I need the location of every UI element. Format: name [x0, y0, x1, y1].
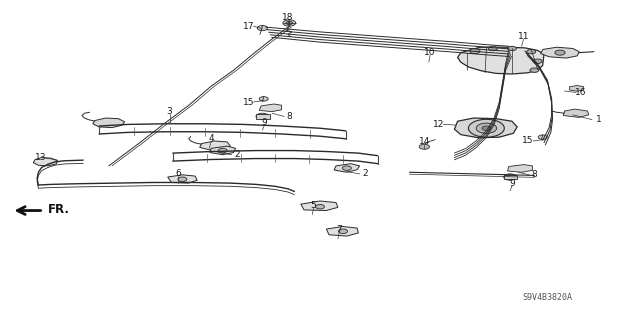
Text: 1: 1 [596, 115, 601, 124]
Text: 8: 8 [287, 112, 292, 121]
Polygon shape [200, 141, 230, 150]
Circle shape [527, 49, 536, 54]
Polygon shape [259, 104, 282, 112]
Circle shape [508, 46, 516, 51]
Text: 7: 7 [337, 225, 342, 234]
Text: 15: 15 [243, 98, 254, 107]
Polygon shape [33, 158, 58, 166]
Text: 16: 16 [575, 88, 587, 97]
Polygon shape [168, 175, 197, 183]
Text: 3: 3 [167, 107, 172, 116]
Text: FR.: FR. [48, 204, 70, 216]
Circle shape [339, 229, 348, 234]
Text: 8: 8 [532, 170, 537, 179]
Text: 10: 10 [424, 48, 436, 57]
Circle shape [482, 126, 491, 130]
Circle shape [316, 204, 324, 209]
Circle shape [533, 59, 542, 63]
Circle shape [470, 48, 480, 54]
Circle shape [283, 20, 296, 26]
Circle shape [178, 177, 187, 182]
Polygon shape [334, 164, 360, 172]
Circle shape [468, 119, 504, 137]
Text: 13: 13 [35, 153, 46, 162]
Polygon shape [454, 118, 517, 138]
Text: S9V4B3820A: S9V4B3820A [522, 293, 572, 302]
Polygon shape [504, 175, 517, 179]
Text: 14: 14 [419, 137, 430, 146]
Text: 12: 12 [433, 120, 444, 129]
Text: 4: 4 [209, 134, 214, 143]
Circle shape [419, 144, 429, 149]
Polygon shape [210, 146, 236, 155]
Polygon shape [541, 47, 579, 58]
Text: 15: 15 [522, 137, 534, 145]
Text: 18: 18 [282, 13, 294, 22]
Circle shape [555, 50, 565, 55]
Polygon shape [326, 226, 358, 236]
Polygon shape [570, 85, 584, 91]
Circle shape [256, 113, 269, 120]
Polygon shape [256, 114, 270, 119]
Text: 5: 5 [311, 201, 316, 210]
Polygon shape [563, 109, 589, 117]
Circle shape [342, 166, 351, 170]
Text: 2: 2 [234, 150, 239, 159]
Circle shape [530, 68, 539, 72]
Circle shape [538, 135, 547, 139]
Polygon shape [458, 47, 544, 74]
Text: 6: 6 [175, 169, 180, 178]
Polygon shape [93, 118, 125, 128]
Text: 2: 2 [362, 169, 367, 178]
Text: 17: 17 [243, 22, 254, 31]
Circle shape [257, 26, 268, 31]
Circle shape [488, 46, 497, 51]
Polygon shape [301, 201, 338, 211]
Circle shape [286, 21, 292, 25]
Circle shape [476, 123, 497, 133]
Polygon shape [508, 165, 532, 172]
Text: 11: 11 [518, 32, 529, 41]
Circle shape [218, 148, 227, 153]
Text: 9: 9 [262, 118, 267, 127]
Text: 9: 9 [509, 179, 515, 188]
Circle shape [259, 97, 268, 101]
Circle shape [504, 174, 516, 180]
